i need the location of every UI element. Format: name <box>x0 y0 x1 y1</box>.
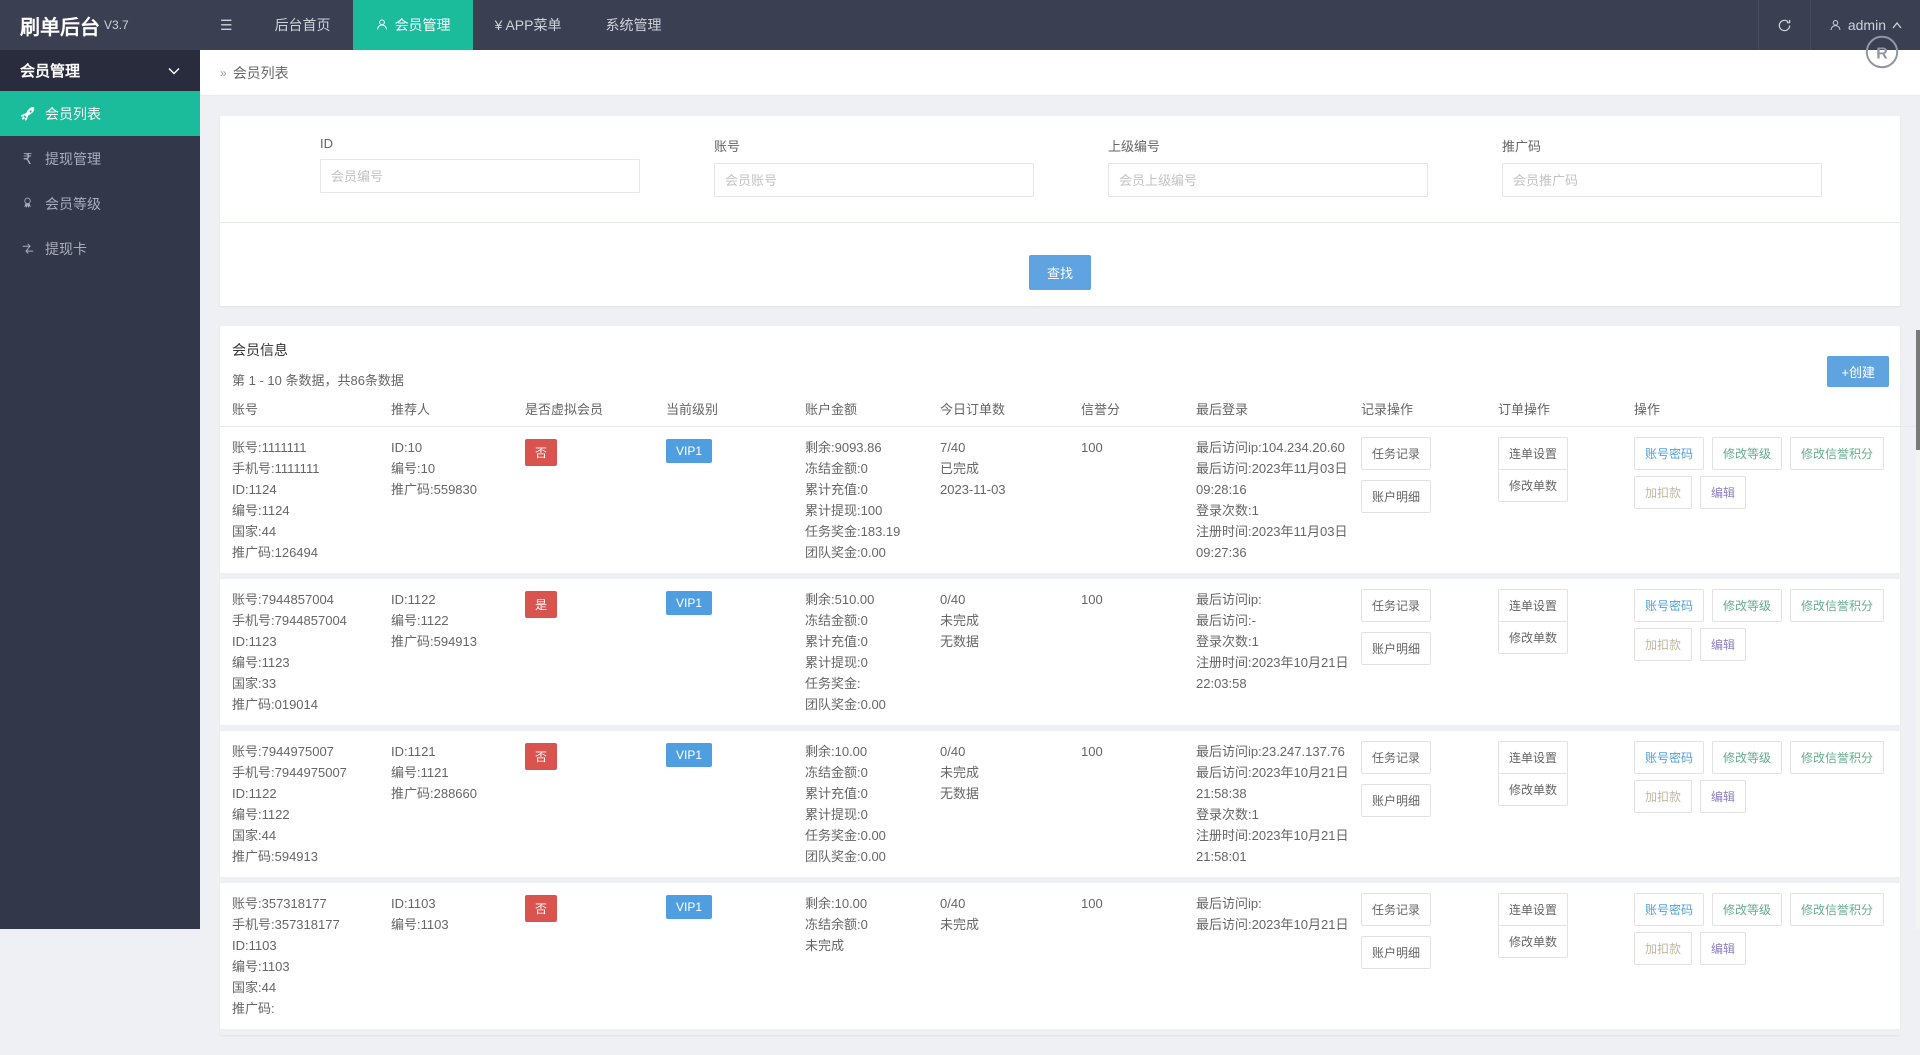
svg-text:R: R <box>1876 46 1888 63</box>
